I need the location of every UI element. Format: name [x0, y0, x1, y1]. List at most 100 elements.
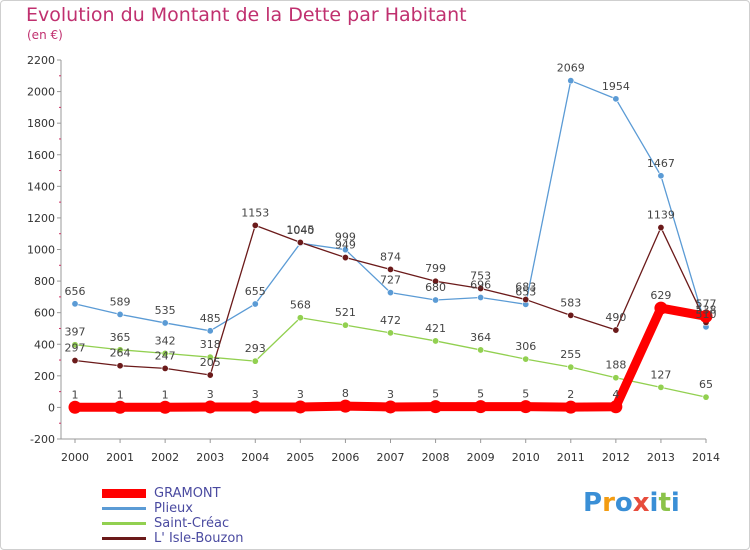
y-tick-label: 1000: [27, 244, 55, 257]
data-point: [386, 289, 394, 297]
data-point: [116, 346, 124, 354]
data-point: [71, 300, 79, 308]
data-point: [293, 400, 307, 414]
logo-letter: i: [649, 488, 659, 518]
logo-letter: r: [602, 488, 615, 518]
logo-letter: i: [670, 488, 680, 518]
data-point: [161, 319, 169, 327]
data-label: 472: [380, 314, 401, 327]
x-tick-label: 2004: [241, 451, 269, 464]
data-label: 521: [335, 306, 356, 319]
data-point: [206, 353, 214, 361]
data-label: 1: [162, 388, 169, 401]
y-tick-label: 2000: [27, 86, 55, 99]
data-label: 255: [560, 348, 581, 361]
data-point: [296, 314, 304, 322]
data-label: 2069: [557, 62, 585, 75]
data-label: 1954: [602, 80, 630, 93]
x-tick-label: 2007: [377, 451, 405, 464]
x-tick-label: 2011: [557, 451, 585, 464]
data-point: [341, 254, 349, 262]
data-label: 1: [72, 388, 79, 401]
data-label: 510: [696, 308, 717, 321]
data-point: [477, 294, 485, 302]
data-point: [519, 400, 533, 414]
data-label: 318: [200, 338, 221, 351]
data-point: [71, 357, 79, 365]
chart-unit: (en €): [27, 28, 63, 42]
data-label: 297: [65, 342, 86, 355]
legend-label: GRAMONT: [154, 485, 221, 501]
data-label: 680: [425, 281, 446, 294]
x-tick-label: 2002: [151, 451, 179, 464]
data-label: 365: [110, 331, 131, 344]
data-label: 999: [335, 231, 356, 244]
data-label: 683: [515, 281, 536, 294]
data-label: 577: [696, 297, 717, 310]
data-point: [657, 172, 665, 180]
data-label: 1: [117, 388, 124, 401]
data-label: 293: [245, 342, 266, 355]
data-point: [161, 349, 169, 357]
y-tick-label: 400: [34, 338, 55, 351]
data-point: [612, 95, 620, 103]
x-tick-label: 2014: [692, 451, 720, 464]
data-label: 874: [380, 250, 401, 263]
data-point: [657, 383, 665, 391]
data-point: [203, 400, 217, 414]
data-label: 65: [699, 378, 713, 391]
legend-label: Saint-Créac: [154, 515, 230, 531]
data-label: 1153: [241, 206, 269, 219]
logo-letter: o: [614, 488, 633, 518]
data-label: 538: [696, 303, 717, 316]
data-label: 653: [515, 285, 536, 298]
data-label: 247: [155, 349, 176, 362]
chart-title: Evolution du Montant de la Dette par Hab…: [26, 4, 467, 26]
data-label: 306: [515, 340, 536, 353]
legend-item: Saint-Créac: [102, 515, 229, 531]
x-tick-label: 2001: [106, 451, 134, 464]
data-point: [612, 326, 620, 334]
x-tick-label: 2008: [422, 451, 450, 464]
x-tick-label: 2005: [286, 451, 314, 464]
data-label: 5: [522, 388, 529, 401]
x-tick-label: 2003: [196, 451, 224, 464]
data-point: [68, 400, 82, 414]
data-label: 696: [470, 279, 491, 292]
data-label: 568: [290, 299, 311, 312]
data-label: 3: [252, 388, 259, 401]
data-label: 799: [425, 262, 446, 275]
data-label: 1040: [286, 224, 314, 237]
data-point: [161, 364, 169, 372]
data-point: [296, 238, 304, 246]
data-label: 3: [207, 388, 214, 401]
x-tick-label: 2006: [331, 451, 359, 464]
y-tick-label: 1200: [27, 212, 55, 225]
data-point: [116, 310, 124, 318]
legend-label: L' Isle-Bouzon: [154, 530, 244, 546]
data-label: 4: [612, 388, 619, 401]
legend-item: L' Isle-Bouzon: [102, 530, 244, 546]
logo-letter: t: [658, 488, 671, 518]
data-point: [567, 77, 575, 85]
data-label: 3: [297, 388, 304, 401]
logo-letter: x: [632, 488, 650, 518]
data-label: 3: [387, 388, 394, 401]
y-tick-label: 1600: [27, 149, 55, 162]
data-point: [474, 400, 488, 414]
data-label: 753: [470, 270, 491, 283]
x-tick-label: 2012: [602, 451, 630, 464]
data-label: 490: [605, 311, 626, 324]
legend-swatch: [102, 521, 146, 525]
x-tick-label: 2013: [647, 451, 675, 464]
data-point: [386, 329, 394, 337]
y-tick-label: 800: [34, 275, 55, 288]
data-point: [251, 300, 259, 308]
data-point: [654, 301, 668, 315]
legend-item: GRAMONT: [102, 485, 221, 501]
x-tick-label: 2009: [467, 451, 495, 464]
data-point: [384, 400, 397, 414]
data-point: [386, 265, 394, 273]
data-point: [564, 400, 578, 414]
